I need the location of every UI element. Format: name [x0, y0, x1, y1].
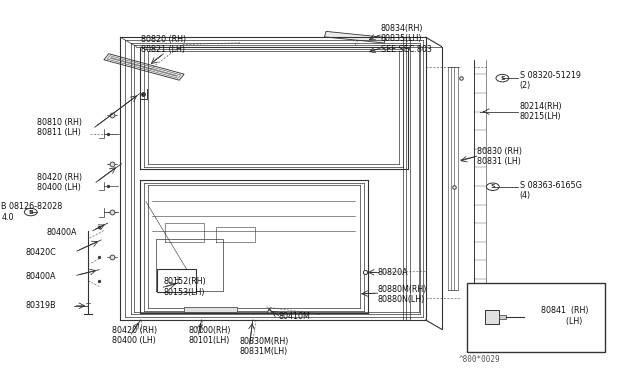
Text: 80319B: 80319B	[26, 301, 56, 310]
Polygon shape	[184, 307, 237, 312]
Text: 80214(RH)
80215(LH): 80214(RH) 80215(LH)	[520, 102, 563, 121]
Text: +: +	[173, 276, 180, 285]
Text: 80400A: 80400A	[46, 228, 77, 237]
Text: 80420C: 80420C	[26, 248, 56, 257]
Text: 80830M(RH)
80831M(LH): 80830M(RH) 80831M(LH)	[240, 337, 289, 356]
Text: 80820A: 80820A	[378, 268, 408, 277]
Polygon shape	[324, 31, 386, 43]
Text: S: S	[500, 76, 505, 81]
Text: 80880M(RH)
80880N(LH): 80880M(RH) 80880N(LH)	[378, 285, 427, 304]
Text: 80400A: 80400A	[26, 272, 56, 280]
Text: 80410M: 80410M	[278, 312, 310, 321]
FancyBboxPatch shape	[157, 269, 196, 292]
Text: 80810 (RH)
80811 (LH): 80810 (RH) 80811 (LH)	[37, 118, 82, 137]
Text: ^800*0029: ^800*0029	[458, 355, 500, 364]
Text: 80420 (RH)
80400 (LH): 80420 (RH) 80400 (LH)	[112, 326, 157, 345]
Polygon shape	[104, 54, 184, 80]
Text: 80841  (RH)
          (LH): 80841 (RH) (LH)	[541, 307, 588, 326]
Text: B: B	[28, 209, 33, 215]
Text: 80420 (RH)
80400 (LH): 80420 (RH) 80400 (LH)	[37, 173, 83, 192]
Text: 80152(RH)
80153(LH): 80152(RH) 80153(LH)	[163, 278, 206, 297]
Text: 80100(RH)
80101(LH): 80100(RH) 80101(LH)	[189, 326, 231, 345]
Text: 80820 (RH)
80821 (LH): 80820 (RH) 80821 (LH)	[141, 35, 186, 54]
Text: 80834(RH)
80835(LH): 80834(RH) 80835(LH)	[381, 24, 423, 43]
Text: 80830 (RH)
80831 (LH): 80830 (RH) 80831 (LH)	[477, 147, 522, 166]
FancyBboxPatch shape	[499, 315, 506, 319]
Text: SEE SEC.803: SEE SEC.803	[381, 45, 431, 54]
Text: B 08126-82028
4.0: B 08126-82028 4.0	[1, 202, 63, 222]
FancyBboxPatch shape	[467, 283, 605, 352]
FancyBboxPatch shape	[485, 310, 499, 324]
Text: S 08320-51219
(2): S 08320-51219 (2)	[520, 71, 580, 90]
Text: S: S	[490, 184, 495, 189]
Text: S 08363-6165G
(4): S 08363-6165G (4)	[520, 181, 582, 200]
